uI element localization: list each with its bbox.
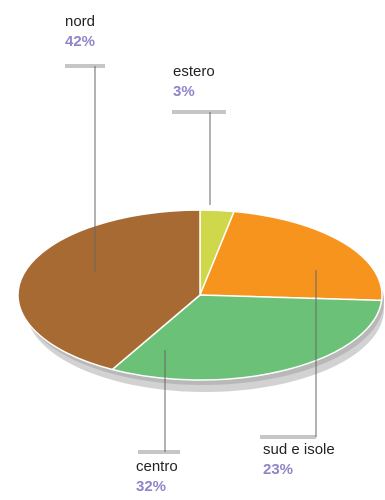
slice-name-estero: estero <box>173 63 215 80</box>
pie-slice-centro <box>111 294 383 381</box>
slice-percent-sud-e-isole: 23% <box>263 461 293 478</box>
leader-lines <box>65 64 317 454</box>
pie-slice-sud-e-isole <box>199 210 383 302</box>
pie-slice-nord <box>17 209 201 371</box>
slice-name-nord: nord <box>65 13 95 30</box>
slice-percent-estero: 3% <box>173 83 195 100</box>
slice-name-sud-e-isole: sud e isole <box>263 441 335 458</box>
slice-percent-nord: 42% <box>65 33 95 50</box>
slice-percent-centro: 32% <box>136 478 166 495</box>
slice-name-centro: centro <box>136 458 178 475</box>
slice-labels: estero 3% sud e isole 23% centro 32% nord 42% <box>65 13 335 495</box>
pie-slices <box>17 209 383 381</box>
